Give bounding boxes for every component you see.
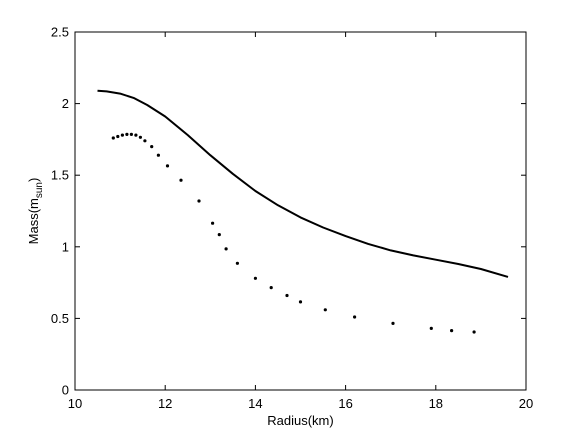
series-dot bbox=[156, 153, 160, 157]
series-dot bbox=[391, 321, 395, 325]
series-dot bbox=[235, 261, 239, 265]
x-tick-label: 12 bbox=[158, 396, 172, 411]
series-dot bbox=[143, 139, 147, 143]
plot-area bbox=[74, 31, 527, 391]
series-dot bbox=[472, 330, 476, 334]
x-axis-title: Radius(km) bbox=[267, 413, 333, 428]
series-dot bbox=[323, 308, 327, 312]
y-tick-label: 1 bbox=[62, 239, 69, 254]
y-tick-label: 2.5 bbox=[51, 25, 69, 40]
y-axis-title-base: Mass(m bbox=[26, 198, 41, 244]
x-tick-label: 20 bbox=[519, 396, 533, 411]
series-layer bbox=[97, 89, 509, 334]
series-dot bbox=[165, 164, 170, 168]
x-tick-label: 10 bbox=[68, 396, 82, 411]
series-dot bbox=[116, 134, 120, 139]
series-dot bbox=[298, 300, 303, 304]
series-dot bbox=[179, 178, 183, 182]
series-dot bbox=[450, 329, 454, 333]
x-tick-label: 14 bbox=[248, 396, 262, 411]
series-dot bbox=[120, 133, 124, 137]
series-dot bbox=[150, 145, 154, 149]
series-dot bbox=[129, 132, 133, 136]
series-dot bbox=[224, 247, 228, 251]
series-dot bbox=[125, 132, 129, 136]
series-dot bbox=[253, 276, 257, 280]
x-tick-label: 18 bbox=[429, 396, 443, 411]
y-tick-label: 0.5 bbox=[51, 311, 69, 326]
x-tick-label: 16 bbox=[338, 396, 352, 411]
series-dot bbox=[211, 221, 215, 225]
series-dot bbox=[353, 315, 357, 319]
series-dot bbox=[285, 293, 289, 298]
y-axis-title-subscript: sun bbox=[34, 182, 45, 198]
series-dot bbox=[138, 135, 142, 139]
series-dot bbox=[269, 286, 273, 290]
series-dot bbox=[197, 199, 201, 203]
x-axis-ticks: 10 12 14 16 18 20 bbox=[68, 32, 533, 411]
y-axis-title-close: ) bbox=[26, 178, 41, 182]
series-dot bbox=[217, 233, 221, 237]
y-tick-label: 2 bbox=[62, 96, 69, 111]
y-axis-ticks: 0 0.5 1 1.5 2 2.5 bbox=[51, 25, 526, 398]
series-dot bbox=[111, 136, 115, 140]
y-tick-label: 0 bbox=[62, 383, 69, 398]
y-tick-label: 1.5 bbox=[51, 168, 69, 183]
series-dot bbox=[134, 133, 138, 137]
series-line-0 bbox=[97, 89, 509, 278]
series-dot bbox=[429, 326, 433, 330]
y-axis-title: Mass(msun) bbox=[26, 178, 45, 245]
